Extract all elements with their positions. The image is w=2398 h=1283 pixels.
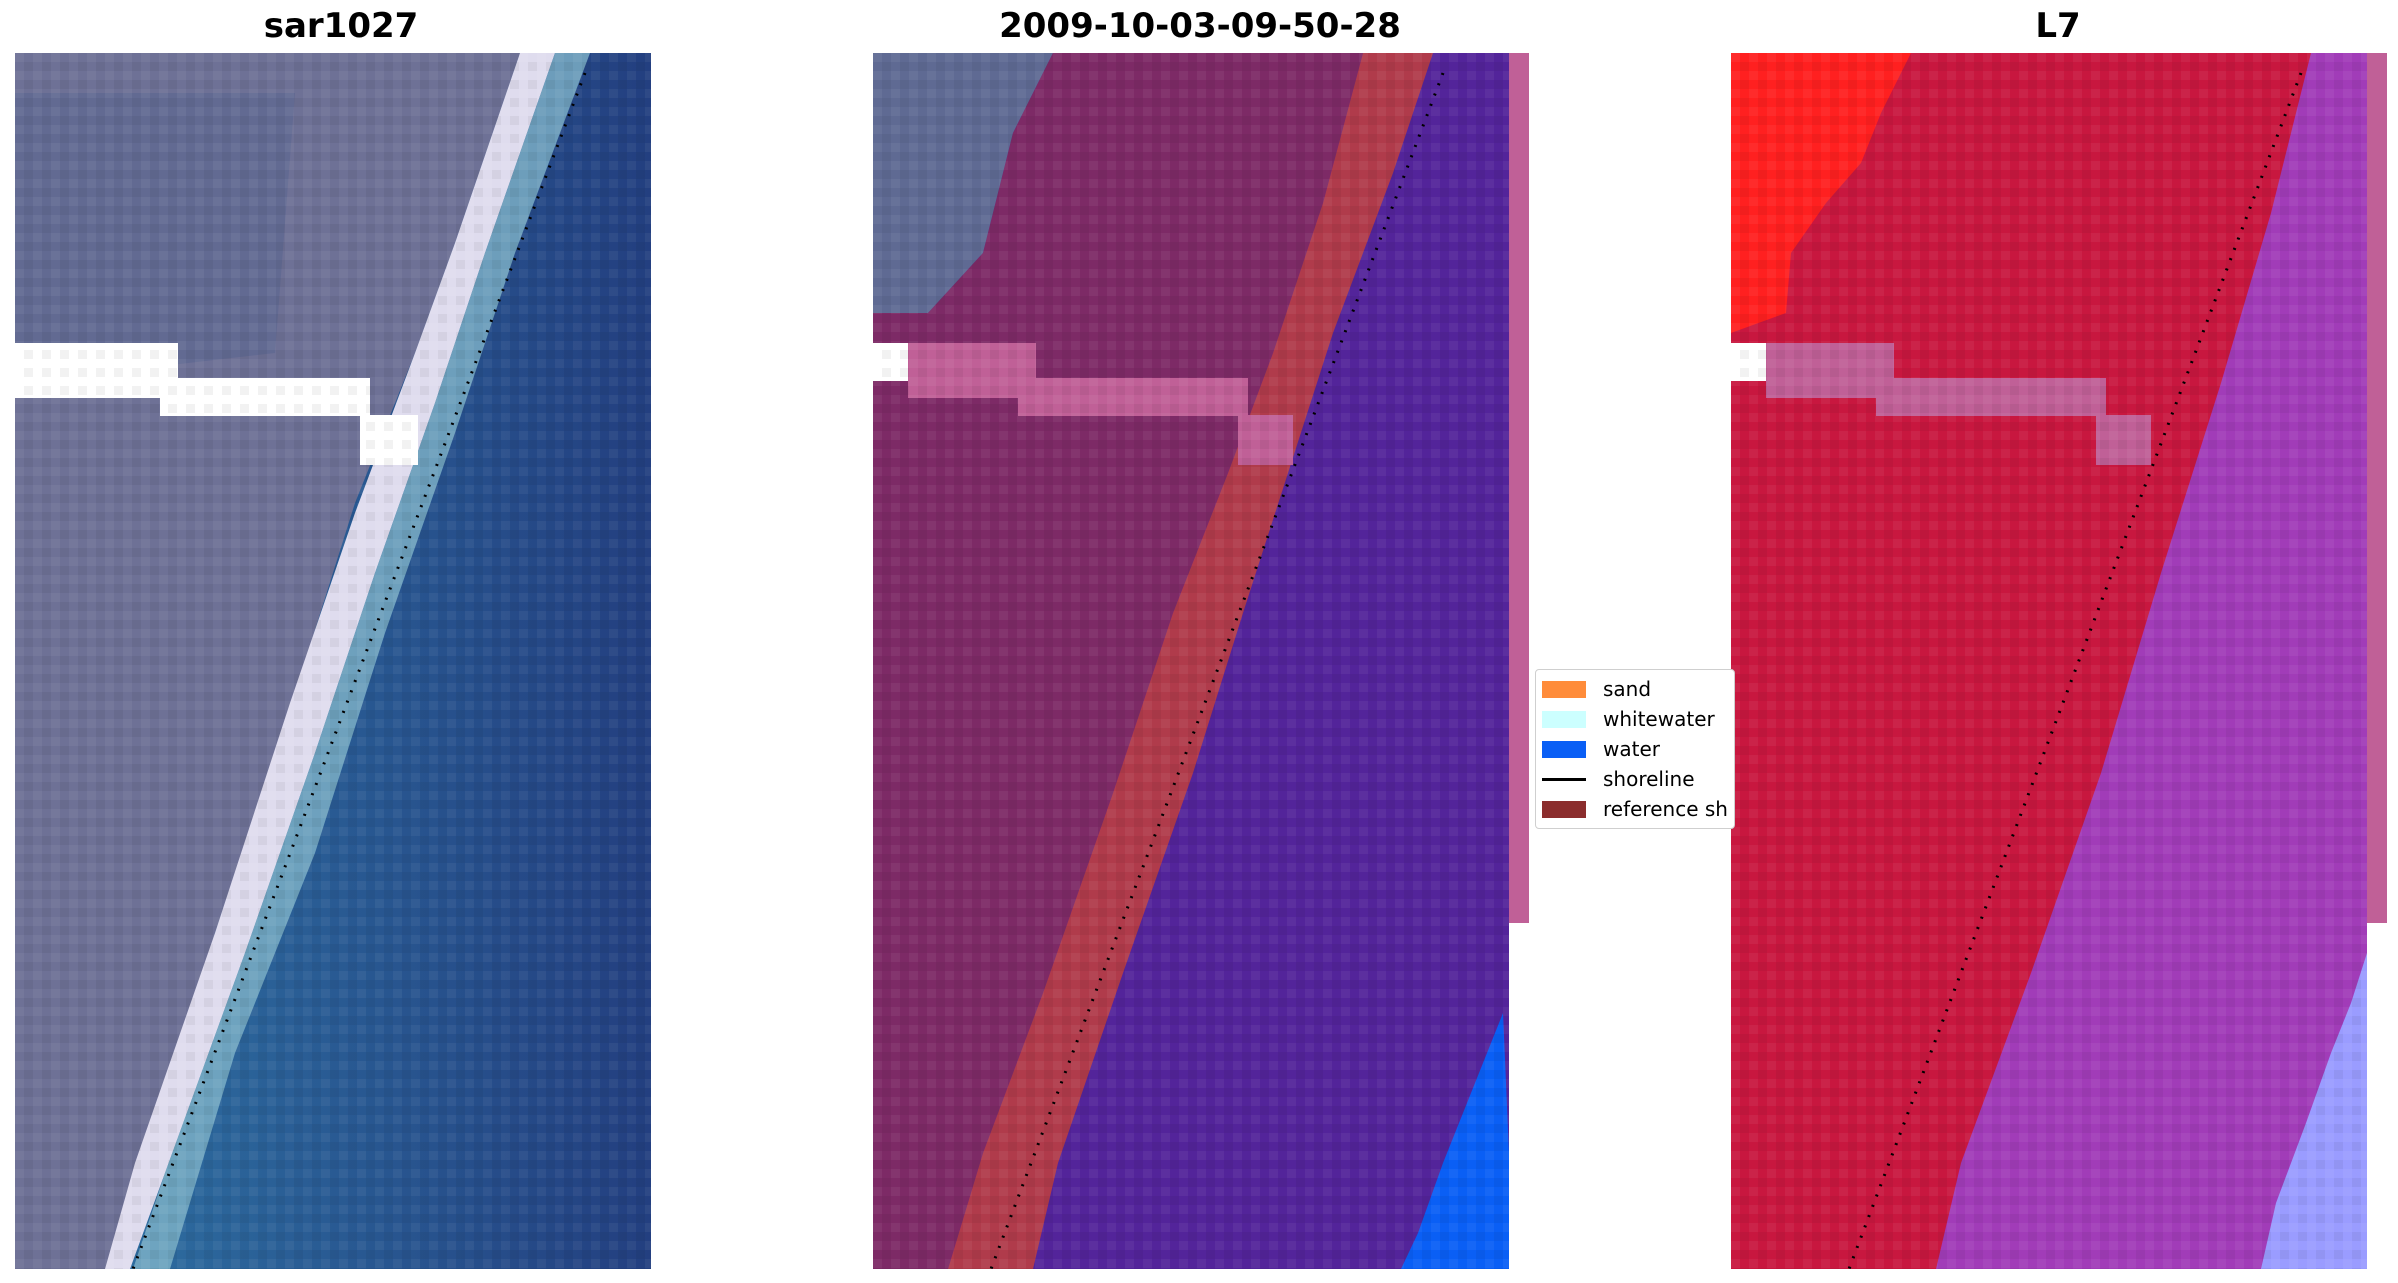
shoreline [1847,72,2303,1269]
classified-image [873,53,1529,1269]
legend-item-sand: sand [1542,676,1651,702]
legend-swatch-sand [1542,680,1586,698]
legend-label: sand [1603,677,1652,701]
shoreline [131,72,587,1269]
index-image [1731,53,2387,1269]
rgb-image [15,53,651,1269]
legend-label: water [1603,737,1660,761]
panel-title-rgb: sar1027 [263,6,419,46]
legend-item-reference-shoreline: reference sh [1542,796,1728,822]
legend-swatch-water [1542,740,1586,758]
index-image-panel [1731,53,2387,1269]
legend-label: reference sh [1603,797,1728,821]
legend-item-whitewater: whitewater [1542,706,1715,732]
panel-title-index: L7 [2035,6,2081,46]
legend-swatch-whitewater [1542,710,1586,728]
panel-title-classified: 2009-10-03-09-50-28 [999,6,1401,46]
legend-item-water: water [1542,736,1660,762]
classified-image-panel [873,53,1529,1269]
legend: sand whitewater water shoreline referenc… [1535,669,1735,829]
legend-swatch-reference-shoreline [1542,800,1586,818]
edge-mask [2367,53,2387,923]
shoreline [989,72,1445,1269]
legend-item-shoreline: shoreline [1542,766,1695,792]
legend-label: whitewater [1603,707,1715,731]
edge-mask [1509,53,1529,923]
rgb-image-panel [15,53,651,1269]
legend-label: shoreline [1603,767,1695,791]
legend-line-shoreline [1542,777,1586,781]
